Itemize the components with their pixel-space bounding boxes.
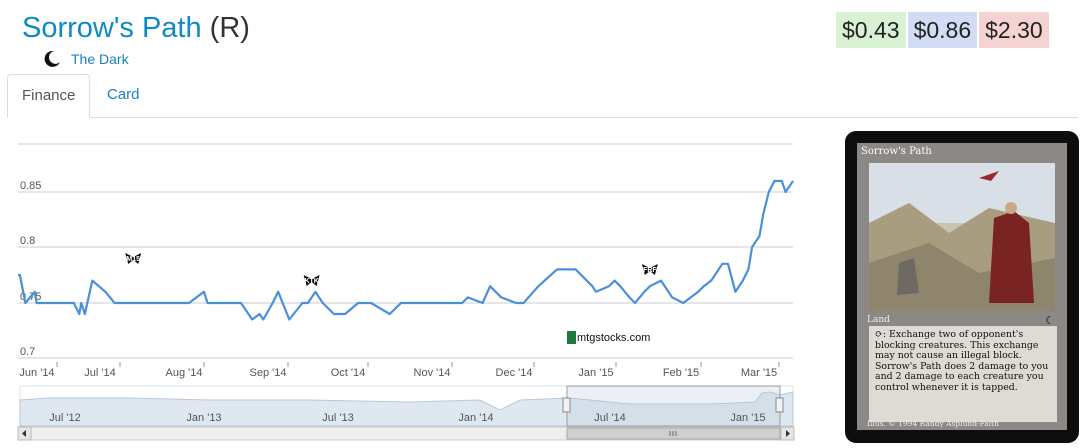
navigator-tick-label: Jan '13 bbox=[186, 412, 221, 424]
x-tick-label: Dec '14 bbox=[496, 367, 533, 379]
tab-bar: Finance Card bbox=[7, 74, 1078, 118]
price-summary: $0.43 $0.86 $2.30 bbox=[836, 12, 1049, 48]
navigator-tick-label: Jan '15 bbox=[730, 412, 765, 424]
chart-credit: mtgstocks.com bbox=[567, 331, 650, 344]
price-high: $2.30 bbox=[979, 12, 1049, 48]
x-tick-label: Feb '15 bbox=[663, 367, 699, 379]
set-release-marker: KTK bbox=[303, 275, 320, 286]
set-name-link[interactable]: The Dark bbox=[71, 51, 129, 67]
price-avg: $0.86 bbox=[907, 12, 978, 48]
x-tick-label: Jun '14 bbox=[19, 367, 54, 379]
card-image-title: Sorrow's Path bbox=[861, 146, 932, 157]
navigator-tick-label: Jul '13 bbox=[322, 412, 353, 424]
card-illustrator-credit: Illus. © 1994 Randy Asplund-Faith bbox=[867, 419, 999, 428]
x-tick-label: Sep '14 bbox=[250, 367, 287, 379]
set-symbol-icon bbox=[303, 275, 320, 286]
x-tick-label: Jan '15 bbox=[578, 367, 613, 379]
moon-icon bbox=[44, 50, 60, 67]
set-symbol-icon bbox=[125, 253, 142, 264]
x-tick-label: Nov '14 bbox=[414, 367, 451, 379]
navigator-left-handle[interactable] bbox=[562, 397, 571, 413]
navigator-right-handle[interactable] bbox=[775, 397, 784, 413]
chart-navigator[interactable]: Jul '12 Jan '13 Jul '13 Jan '14 Jul '14 Jan '… bbox=[19, 385, 794, 427]
card-type-line: Land bbox=[867, 315, 890, 325]
price-series-line bbox=[18, 179, 794, 321]
x-axis-ticks: Jun '14 Jul '14 Aug '14 Sep '14 Oct '14 Nov '… bbox=[19, 362, 780, 379]
tab-card[interactable]: Card bbox=[107, 86, 140, 103]
scrollbar-grip-icon bbox=[669, 431, 677, 436]
set-release-marker: FRF bbox=[641, 264, 658, 275]
card-artwork bbox=[869, 163, 1055, 311]
card-rarity: (R) bbox=[209, 12, 250, 44]
navigator-tick-label: Jul '12 bbox=[49, 412, 80, 424]
chart-gridlines bbox=[18, 143, 793, 359]
set-release-marker-label: KTK bbox=[304, 278, 318, 285]
x-tick-label: Mar '15 bbox=[741, 367, 777, 379]
navigator-tick-label: Jul '14 bbox=[594, 412, 625, 424]
navigator-tick-label: Jan '14 bbox=[458, 412, 493, 424]
navigator-selection[interactable] bbox=[566, 385, 781, 427]
tab-finance[interactable]: Finance bbox=[7, 74, 90, 118]
set-release-marker: M15 bbox=[125, 253, 142, 264]
card-title: Sorrow's Path (R) bbox=[22, 10, 250, 46]
set-release-markers: M15 KTK FRF bbox=[125, 253, 658, 286]
price-history-chart: 0.850.80.750.7 Jun '14 Jul '14 Aug '14 Sep … bbox=[17, 143, 795, 441]
set-release-marker-label: FRF bbox=[643, 267, 657, 274]
card-set-symbol-icon: ☾ bbox=[1045, 315, 1055, 327]
card-rules-text: ⟳: Exchange two of opponent's blocking c… bbox=[869, 326, 1057, 422]
x-tick-label: Jul '14 bbox=[84, 367, 115, 379]
x-tick-label: Oct '14 bbox=[331, 367, 366, 379]
set-symbol-icon bbox=[641, 264, 658, 275]
card-name: Sorrow's Path bbox=[22, 12, 202, 44]
scrollbar-left-arrow-icon bbox=[22, 430, 26, 437]
y-tick-label: 0.85 bbox=[20, 180, 41, 192]
set-row: The Dark bbox=[42, 48, 129, 70]
y-tick-label: 0.7 bbox=[20, 346, 35, 358]
y-tick-label: 0.8 bbox=[20, 235, 35, 247]
navigator-scrollbar[interactable] bbox=[17, 426, 795, 441]
card-image[interactable]: Sorrow's Path Land ☾ ⟳: Exchange two of … bbox=[845, 131, 1079, 443]
chart-credit-text: mtgstocks.com bbox=[577, 332, 650, 344]
navigator-ticks: Jul '12 Jan '13 Jul '13 Jan '14 Jul '14 Jan '… bbox=[49, 412, 765, 424]
navigator-area bbox=[19, 391, 794, 427]
scrollbar-right-arrow-icon bbox=[786, 430, 790, 437]
card-frame: Sorrow's Path Land ☾ ⟳: Exchange two of … bbox=[857, 143, 1067, 430]
price-low: $0.43 bbox=[836, 12, 906, 48]
set-release-marker-label: M15 bbox=[126, 256, 140, 263]
card-artwork-illustration bbox=[869, 163, 1055, 311]
x-tick-label: Aug '14 bbox=[166, 367, 203, 379]
y-axis-ticks: 0.850.80.750.7 bbox=[20, 180, 41, 358]
mtgstocks-logo-icon bbox=[567, 331, 576, 344]
